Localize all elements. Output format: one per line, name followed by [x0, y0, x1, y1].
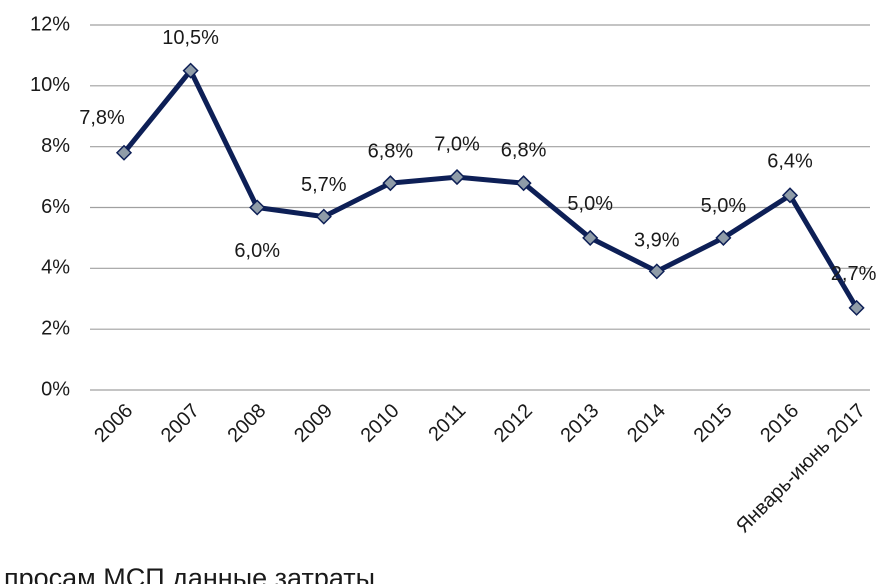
caption: просам МСП данные затраты	[4, 563, 375, 584]
y-tick-label: 10%	[30, 74, 70, 96]
data-label: 2,7%	[831, 263, 877, 285]
marker	[715, 229, 732, 246]
data-label: 5,0%	[567, 193, 613, 215]
x-tick-label: 2015	[690, 400, 737, 447]
x-tick-label: 2012	[490, 400, 537, 447]
marker	[515, 175, 532, 192]
y-tick-label: 12%	[30, 13, 70, 35]
x-tick-label: 2014	[623, 400, 670, 447]
data-label: 6,4%	[767, 151, 813, 173]
marker	[315, 208, 332, 225]
data-label: 6,8%	[501, 139, 547, 161]
y-tick-label: 8%	[41, 135, 70, 157]
x-tick-label: 2011	[424, 400, 470, 446]
y-tick-label: 6%	[41, 196, 70, 218]
marker	[781, 187, 799, 204]
data-label: 6,0%	[234, 240, 280, 262]
x-tick-label: 2007	[157, 400, 204, 447]
marker	[115, 144, 133, 161]
marker	[382, 175, 399, 192]
x-tick-label: 2009	[290, 400, 337, 447]
y-tick-label: 4%	[41, 257, 70, 279]
data-label: 3,9%	[634, 230, 680, 252]
data-label: 7,8%	[79, 107, 125, 129]
marker	[848, 299, 865, 316]
data-label: 7,0%	[434, 133, 480, 155]
y-tick-label: 0%	[41, 378, 70, 400]
series-line	[122, 68, 859, 310]
x-tick-label: 2016	[756, 400, 803, 447]
marker	[648, 263, 665, 280]
data-label: 5,7%	[301, 174, 347, 196]
x-tick-label: 2008	[223, 400, 270, 447]
marker	[582, 229, 599, 246]
data-label: 10,5%	[162, 27, 219, 49]
data-label: 5,0%	[701, 195, 747, 217]
marker	[448, 169, 466, 186]
marker	[182, 62, 199, 79]
data-label: 6,8%	[368, 140, 414, 162]
x-tick-label: 2010	[357, 400, 404, 447]
y-tick-label: 2%	[41, 317, 70, 339]
x-tick-label: 2006	[90, 400, 137, 447]
x-tick-label: Январь-июнь 2017	[732, 400, 870, 538]
x-tick-label: 2013	[556, 400, 603, 447]
marker	[249, 199, 266, 216]
